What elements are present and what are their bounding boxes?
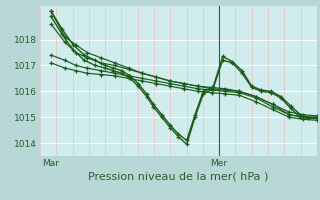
- X-axis label: Pression niveau de la mer( hPa ): Pression niveau de la mer( hPa ): [88, 172, 268, 182]
